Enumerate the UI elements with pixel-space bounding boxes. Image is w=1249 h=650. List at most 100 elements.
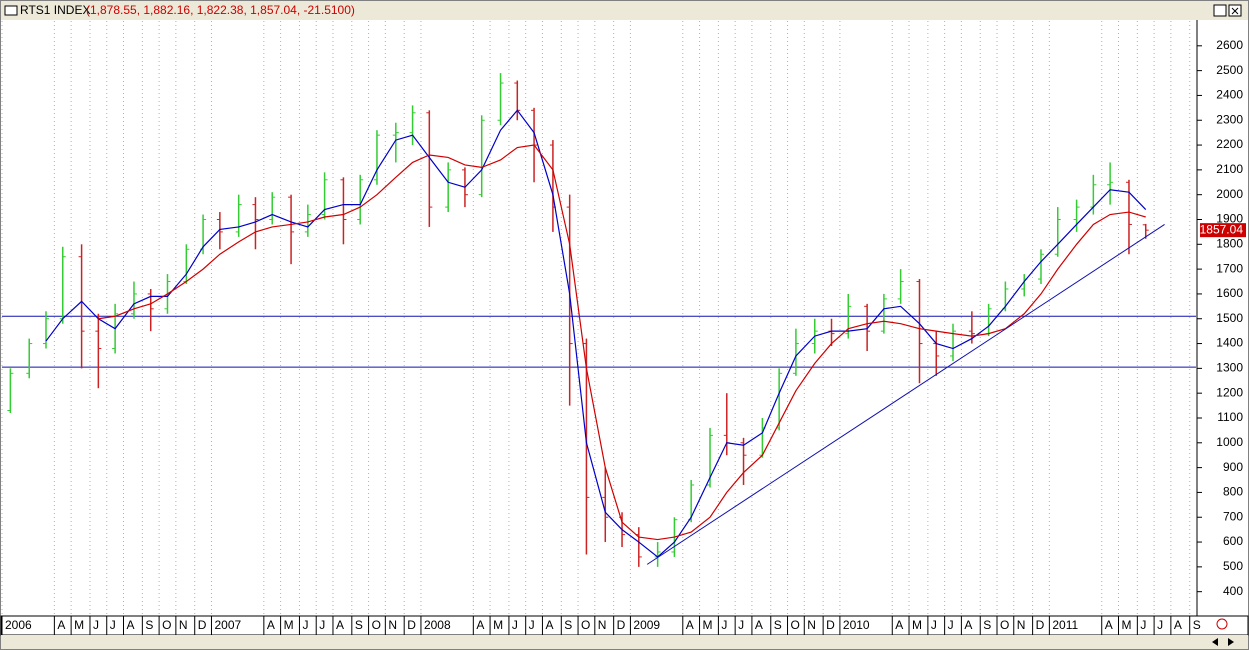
trendline [646,224,1165,565]
x-tick-label: 2011 [1052,618,1078,632]
y-tick-label: 1100 [1217,410,1243,424]
title-bar [1,1,1248,20]
y-tick-label: 2200 [1216,137,1243,151]
x-tick-label: O [581,618,590,632]
chart-title: RTS1 INDEX [20,3,90,17]
x-tick-label: D [1036,618,1045,632]
y-tick-label: 900 [1223,460,1243,474]
x-tick-label: O [1000,618,1009,632]
x-tick-label: O [162,618,171,632]
y-tick-label: 1300 [1216,361,1243,375]
x-tick-label: A [126,618,134,632]
x-tick-label: A [686,618,694,632]
x-tick-label: 2008 [424,618,451,632]
x-tick-label: J [110,618,116,632]
x-tick-label: 2006 [5,618,32,632]
y-tick-label: 2000 [1216,187,1243,201]
x-tick-label: J [529,618,535,632]
x-tick-label: 2009 [633,618,660,632]
y-tick-label: 1800 [1216,236,1243,250]
x-tick-label: D [407,618,416,632]
chart-subtitle: (1,878.55, 1,882.16, 1,822.38, 1,857.04,… [86,3,355,17]
x-tick-label: M [703,618,713,632]
y-tick-label: 500 [1223,559,1243,573]
x-tick-label: N [388,618,397,632]
x-tick-label: D [617,618,626,632]
x-tick-label: M [74,618,84,632]
y-tick-label: 2400 [1216,88,1243,102]
x-tick-label: M [284,618,294,632]
x-tick-label: J [948,618,954,632]
status-bar [1,635,1248,649]
y-tick-label: 2300 [1216,112,1243,126]
y-tick-label: 1200 [1216,385,1243,399]
x-tick-label: J [721,618,727,632]
x-tick-label: J [738,618,744,632]
x-tick-label: J [1157,618,1163,632]
y-tick-label: 800 [1223,485,1243,499]
x-tick-label: S [983,618,991,632]
x-tick-label: O [791,618,800,632]
y-tick-label: 2600 [1216,38,1243,52]
x-tick-label: A [1105,618,1113,632]
x-tick-label: A [755,618,763,632]
x-tick-label: S [774,618,782,632]
moving-average [45,109,1147,558]
y-tick-label: 1600 [1216,286,1243,300]
y-tick-label: 1400 [1216,336,1243,350]
x-tick-label: J [302,618,308,632]
moving-average [98,144,1146,541]
x-tick-label: S [145,618,153,632]
nav-buttons [1212,618,1234,646]
scroll-right[interactable] [1228,638,1234,646]
x-tick-label: A [57,618,65,632]
x-tick-label: A [267,618,275,632]
x-tick-label: J [512,618,518,632]
x-tick-label: N [598,618,607,632]
y-tick-label: 1000 [1216,435,1243,449]
plot-area [1,20,1197,616]
x-tick-label: A [964,618,972,632]
labels: 400 500 600 700 800 900 1000 1100 1200 1300 1400 15… [5,38,1243,632]
scroll-left[interactable] [1212,638,1218,646]
x-tick-label: J [93,618,99,632]
x-tick-label: S [1193,618,1201,632]
y-tick-label: 1900 [1216,212,1243,226]
marks [2,73,1246,567]
x-tick-label: S [564,618,572,632]
last-price-box [1200,223,1246,238]
x-tick-label: S [355,618,363,632]
x-tick-label: D [826,618,835,632]
last-price-label: 1857.04 [1200,222,1244,236]
x-tick-label: J [1140,618,1146,632]
y-tick-label: 400 [1223,584,1243,598]
y-tick-label: 2500 [1216,63,1243,77]
x-tick-label: M [1121,618,1131,632]
y-tick-label: 600 [1223,534,1243,548]
grid [1,21,1202,635]
x-tick-label: A [545,618,553,632]
x-tick-label: D [198,618,207,632]
close-icon [1231,7,1239,15]
x-tick-label: N [1017,618,1026,632]
x-tick-label: A [336,618,344,632]
restore-button[interactable] [1213,4,1227,17]
y-tick-label: 2100 [1216,162,1243,176]
x-tick-label: J [931,618,937,632]
y-tick-label: 1700 [1216,261,1243,275]
zoom-icon[interactable] [1216,618,1228,630]
x-tick-label: N [179,618,188,632]
x-tick-label: N [807,618,816,632]
x-tick-label: O [372,618,381,632]
x-tick-label: A [895,618,903,632]
x-tick-label: 2010 [843,618,870,632]
window-icon [4,5,18,16]
x-tick-label: M [912,618,922,632]
y-tick-label: 1500 [1216,311,1243,325]
x-tick-label: 2007 [214,618,241,632]
x-tick-label: M [493,618,503,632]
x-tick-label: J [319,618,325,632]
x-tick-label: A [1174,618,1182,632]
y-tick-label: 700 [1223,509,1243,523]
